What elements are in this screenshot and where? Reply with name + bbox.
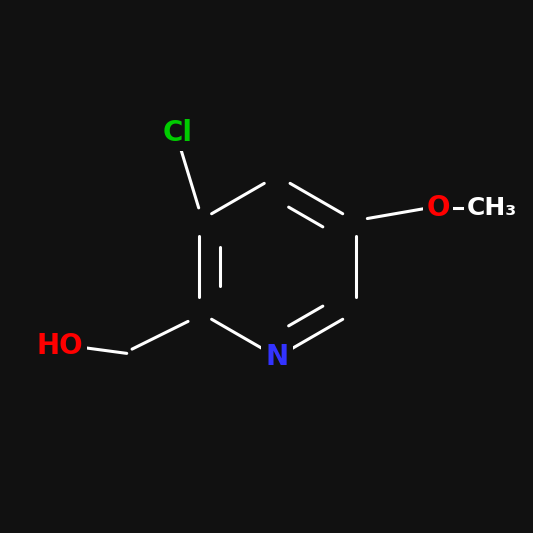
Text: CH₃: CH₃	[466, 196, 516, 220]
Text: HO: HO	[37, 333, 84, 360]
Text: N: N	[265, 343, 289, 371]
Text: O: O	[426, 194, 450, 222]
Text: Cl: Cl	[163, 119, 192, 147]
